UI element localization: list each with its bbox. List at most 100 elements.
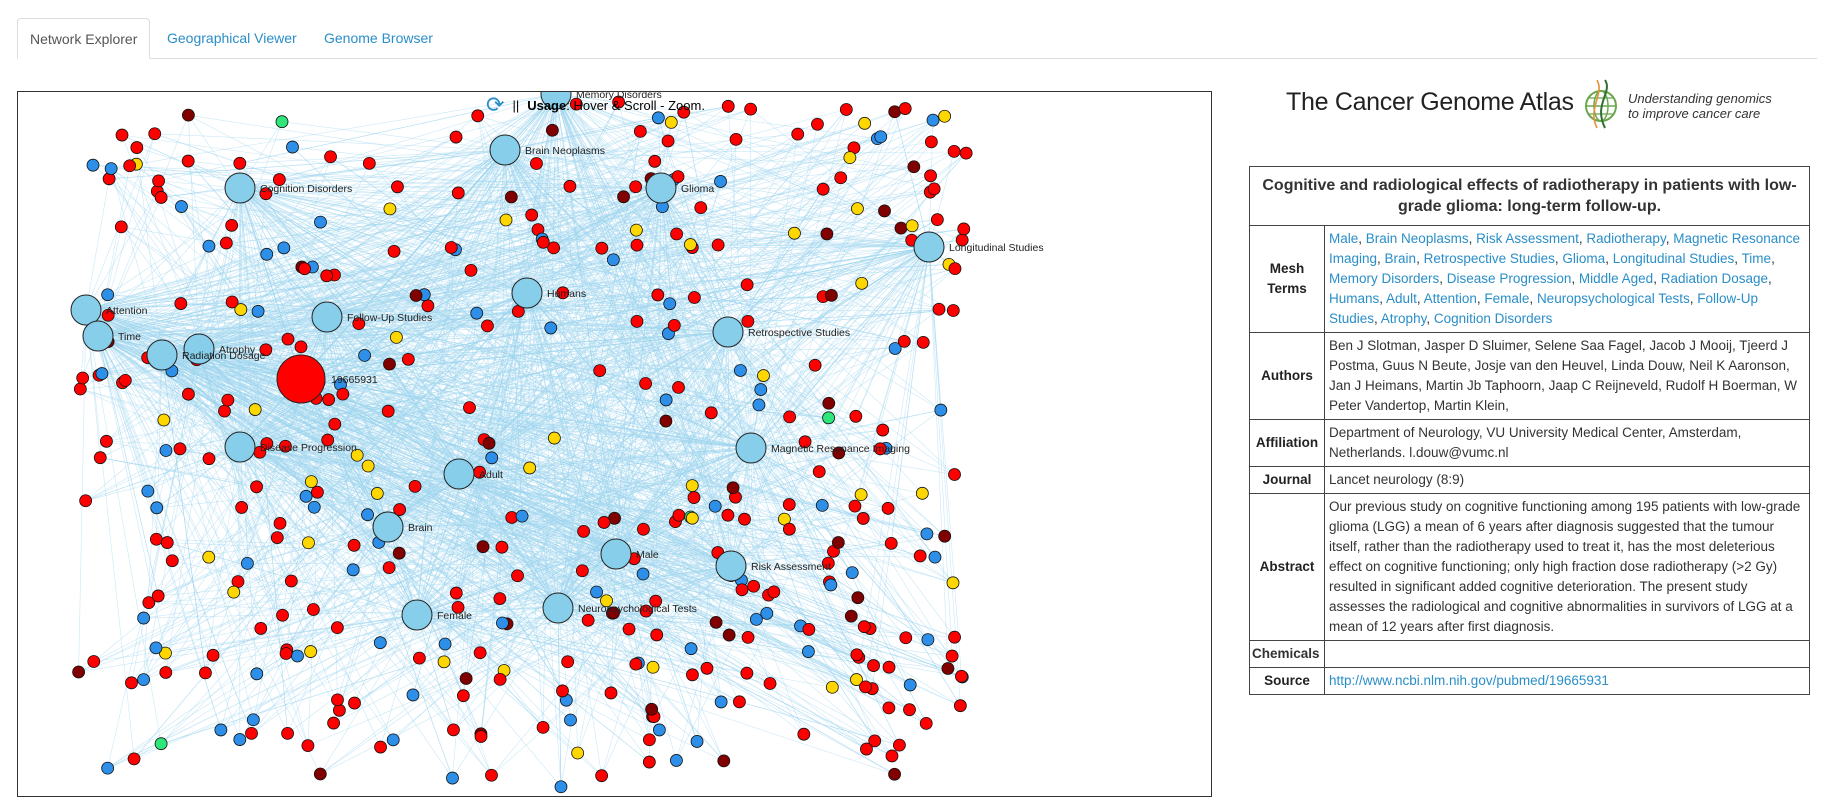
paper-node[interactable] <box>711 238 725 252</box>
paper-node[interactable] <box>845 566 859 580</box>
paper-node[interactable] <box>115 128 129 142</box>
mesh-term-link[interactable]: Radiation Dosage <box>1660 271 1769 286</box>
paper-node[interactable] <box>219 236 233 250</box>
paper-node[interactable] <box>820 227 834 241</box>
paper-node[interactable] <box>307 603 320 616</box>
paper-node[interactable] <box>797 727 811 741</box>
paper-node[interactable] <box>389 330 403 344</box>
paper-node[interactable] <box>752 398 766 412</box>
paper-node[interactable] <box>593 364 607 377</box>
term-node[interactable] <box>913 231 945 263</box>
mesh-term-link[interactable]: Magnetic Resonance Imaging <box>1329 231 1801 266</box>
paper-node[interactable] <box>241 556 254 570</box>
paper-node[interactable] <box>413 651 426 665</box>
paper-node[interactable] <box>331 693 344 707</box>
network-graph[interactable]: Memory Disorders Brain Neoplasms Cognition… <box>17 91 1212 797</box>
paper-node[interactable] <box>897 334 911 348</box>
paper-node[interactable] <box>561 655 575 669</box>
paper-node[interactable] <box>575 564 589 578</box>
paper-node[interactable] <box>93 451 107 465</box>
paper-node[interactable] <box>947 144 961 158</box>
mesh-term-link[interactable]: Male <box>1329 231 1359 246</box>
paper-node[interactable] <box>137 611 151 625</box>
paper-node[interactable] <box>159 444 173 457</box>
paper-node[interactable] <box>600 594 613 608</box>
paper-node[interactable] <box>482 436 496 450</box>
paper-node[interactable] <box>859 680 872 694</box>
paper-node[interactable] <box>350 448 364 462</box>
paper-node[interactable] <box>581 613 595 627</box>
paper-node[interactable] <box>672 508 686 522</box>
paper-node[interactable] <box>832 446 846 460</box>
paper-node[interactable] <box>606 253 620 267</box>
paper-node[interactable] <box>878 204 891 218</box>
term-node[interactable] <box>715 550 747 582</box>
paper-node[interactable] <box>721 99 735 113</box>
paper-node[interactable] <box>233 733 247 746</box>
paper-node[interactable] <box>530 157 543 170</box>
paper-node[interactable] <box>496 616 509 630</box>
paper-node[interactable] <box>130 141 144 154</box>
paper-node[interactable] <box>387 244 401 258</box>
paper-node[interactable] <box>234 303 248 316</box>
paper-node[interactable] <box>747 579 761 593</box>
network-svg[interactable]: Memory Disorders Brain Neoplasms Cognition… <box>18 92 1211 796</box>
paper-node[interactable] <box>684 642 698 656</box>
paper-node[interactable] <box>281 727 294 740</box>
paper-node[interactable] <box>648 154 662 168</box>
paper-node[interactable] <box>493 592 507 605</box>
paper-node[interactable] <box>556 684 569 698</box>
paper-node[interactable] <box>173 442 187 456</box>
paper-node[interactable] <box>913 549 927 563</box>
paper-node[interactable] <box>741 314 755 328</box>
mesh-term-link[interactable]: Retrospective Studies <box>1423 251 1555 266</box>
paper-node[interactable] <box>850 673 863 686</box>
mesh-term-link[interactable]: Atrophy <box>1380 311 1427 326</box>
mesh-term-link[interactable]: Female <box>1484 291 1530 306</box>
paper-node[interactable] <box>754 383 768 396</box>
term-node[interactable] <box>372 511 404 543</box>
paper-node[interactable] <box>721 508 735 522</box>
paper-node[interactable] <box>246 713 260 727</box>
paper-node[interactable] <box>934 403 948 417</box>
mesh-term-link[interactable]: Longitudinal Studies <box>1612 251 1735 266</box>
paper-node[interactable] <box>955 669 968 683</box>
paper-node[interactable] <box>281 332 295 346</box>
paper-node[interactable] <box>100 434 113 448</box>
paper-node[interactable] <box>948 468 961 481</box>
paper-node[interactable] <box>260 247 274 261</box>
paper-node[interactable] <box>851 591 865 605</box>
mesh-term-link[interactable]: Disease Progression <box>1446 271 1572 286</box>
paper-node[interactable] <box>651 111 665 125</box>
mesh-term-link[interactable]: Adult <box>1386 291 1417 306</box>
paper-node[interactable] <box>181 154 195 168</box>
paper-node[interactable] <box>273 517 287 530</box>
paper-node[interactable] <box>733 695 746 709</box>
paper-node[interactable] <box>463 401 476 414</box>
paper-node[interactable] <box>927 182 941 196</box>
paper-node[interactable] <box>597 516 611 529</box>
paper-node[interactable] <box>916 335 930 349</box>
paper-node[interactable] <box>617 190 630 204</box>
paper-node[interactable] <box>154 737 168 751</box>
paper-node[interactable] <box>279 439 292 453</box>
paper-node[interactable] <box>118 373 132 387</box>
paper-node[interactable] <box>150 501 164 515</box>
paper-node[interactable] <box>734 364 747 377</box>
paper-node[interactable] <box>233 156 247 170</box>
paper-node[interactable] <box>590 585 603 599</box>
paper-node[interactable] <box>313 767 327 781</box>
paper-node[interactable] <box>73 382 87 396</box>
paper-node[interactable] <box>451 600 465 614</box>
paper-node[interactable] <box>286 140 299 154</box>
paper-node[interactable] <box>882 701 896 715</box>
paper-node[interactable] <box>744 102 758 116</box>
paper-node[interactable] <box>87 655 101 668</box>
tab-genome-browser[interactable]: Genome Browser <box>324 30 433 46</box>
paper-node[interactable] <box>738 512 751 526</box>
paper-node[interactable] <box>788 226 801 240</box>
paper-node[interactable] <box>150 532 163 546</box>
paper-node[interactable] <box>473 646 487 660</box>
paper-node[interactable] <box>907 160 921 174</box>
paper-node[interactable] <box>383 202 397 216</box>
